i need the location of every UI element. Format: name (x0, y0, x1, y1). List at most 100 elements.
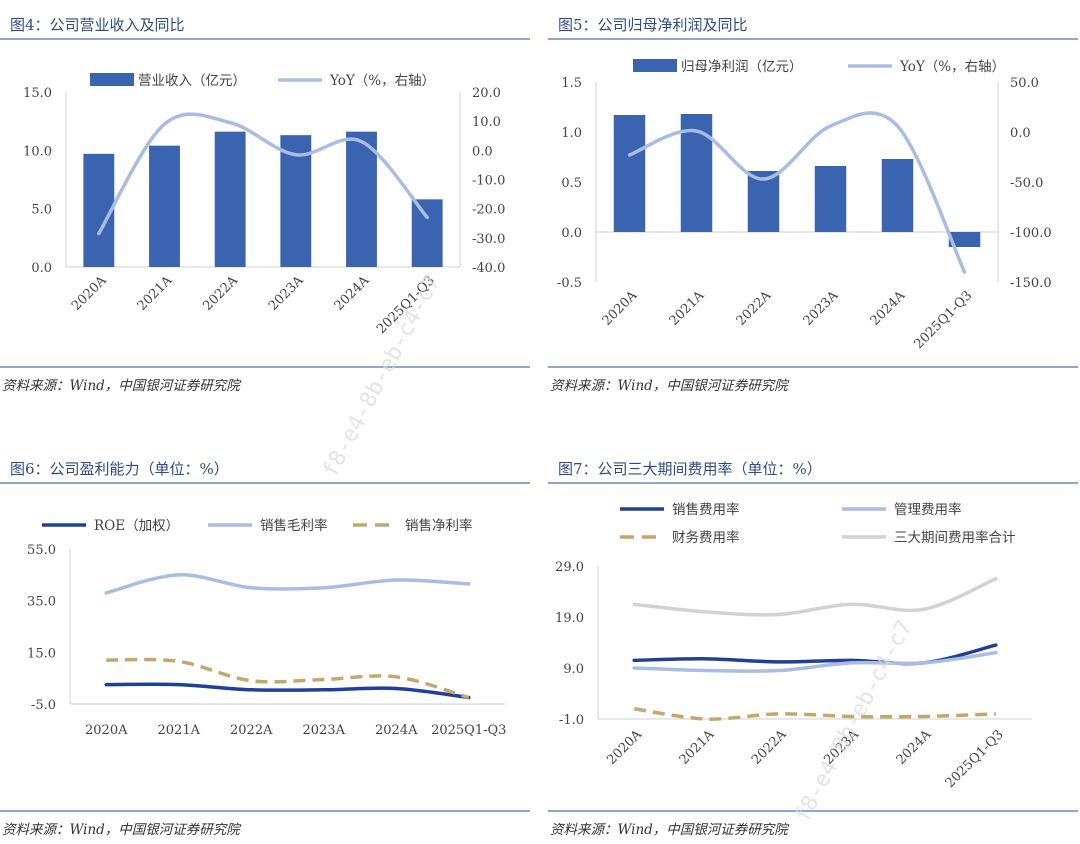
source-note: 资料来源：Wind，中国银河证券研究院 (2, 378, 240, 394)
series-line-1 (104, 682, 471, 700)
chart-revenue: 15.0 10.0 5.0 0.0 20.0 10.0 0.0 -10.0 -20.0 -30.0… (23, 73, 505, 337)
series-line-2 (632, 650, 998, 673)
x-tick-label: 2020A (600, 288, 641, 329)
x-tick-label: 2024A (375, 723, 418, 738)
x-tick-label: 2020A (604, 727, 645, 768)
y2-tick-label: 50.0 (1010, 76, 1039, 91)
y-tick-label: 29.0 (555, 560, 584, 575)
bar (881, 159, 914, 232)
legend-bar-swatch (90, 73, 134, 86)
legend-label: 销售费用率 (672, 501, 740, 518)
y-tick-label: 55.0 (27, 543, 56, 558)
y2-tick-label: -30.0 (472, 232, 505, 247)
x-tick-label: 2021A (135, 273, 176, 314)
x-tick-label: 2024A (894, 727, 935, 768)
y-tick-label: -1.0 (559, 713, 584, 728)
divider (0, 38, 530, 40)
y-tick-label: 10.0 (23, 144, 52, 159)
chart-panel-revenue: 图4：公司营业收入及同比 15.0 10.0 5.0 0.0 20.0 10.0 0.0 -1… (0, 0, 530, 400)
source-note: 资料来源：Wind，中国银河证券研究院 (550, 822, 788, 838)
y2-tick-label: 0.0 (1010, 126, 1031, 141)
bar (280, 135, 312, 267)
x-tick-label: 2023A (801, 288, 842, 329)
bar (346, 131, 377, 267)
x-tick-label: 2020A (85, 723, 128, 738)
x-tick-label: 2022A (200, 273, 241, 314)
y-tick-label: 19.0 (555, 611, 584, 626)
chart-profitability: 55.0 35.0 15.0 -5.0 ROE（加权） 销售毛利率 销售净利率 2020A 20… (27, 517, 506, 738)
divider (548, 482, 1078, 484)
y-tick-label: 35.0 (27, 595, 56, 610)
series-line-yoy (97, 112, 429, 236)
y2-tick-label: -10.0 (472, 174, 505, 189)
y-tick-label: 9.0 (563, 662, 584, 677)
x-tick-label: 2023A (303, 723, 346, 738)
y-tick-label: -0.5 (557, 276, 582, 291)
series-line-4 (632, 577, 998, 617)
x-tick-label: 2023A (266, 273, 307, 314)
bar (613, 115, 646, 232)
x-tick-label: 2025Q1-Q3 (911, 288, 975, 352)
series-line-3 (633, 707, 996, 721)
x-tick-label: 2020A (69, 273, 110, 314)
legend-label: 销售毛利率 (260, 517, 328, 534)
chart-panel-profitability: 图6：公司盈利能力（单位：%） 55.0 35.0 15.0 -5.0 ROE（加权） 销… (0, 444, 530, 844)
x-tick-label: 2021A (667, 288, 708, 329)
chart-title: 图4：公司营业收入及同比 (10, 16, 185, 34)
bar (411, 199, 443, 267)
x-tick-label: 2022A (230, 723, 273, 738)
y-tick-label: 15.0 (27, 646, 56, 661)
y-tick-label: 0.0 (31, 261, 52, 276)
series-line-3 (106, 657, 470, 700)
y-tick-label: 1.0 (561, 126, 582, 141)
legend-label: 归母净利润（亿元） (681, 58, 803, 75)
x-tick-label: 2022A (749, 727, 790, 768)
y-tick-label: -5.0 (31, 698, 56, 713)
series-line-2 (104, 573, 471, 595)
y-tick-label: 1.5 (561, 76, 582, 91)
x-tick-label: 2021A (677, 727, 718, 768)
legend-label: 财务费用率 (672, 529, 740, 546)
legend-label: 营业收入（亿元） (138, 73, 246, 89)
y2-tick-label: -40.0 (472, 261, 505, 276)
y-tick-label: 0.5 (561, 176, 582, 191)
bar (948, 232, 981, 247)
x-tick-label: 2025Q1-Q3 (431, 723, 506, 738)
chart-net-profit: 1.5 1.0 0.5 0.0 -0.5 50.0 0.0 -50.0 -100.0 -150.0… (557, 58, 1052, 352)
x-tick-label: 2024A (868, 288, 909, 329)
chart-panel-net-profit: 图5：公司归母净利润及同比 1.5 1.0 0.5 0.0 -0.5 50.0 0.0 -50… (548, 0, 1078, 400)
divider (548, 366, 1078, 368)
divider (0, 482, 530, 484)
x-tick-label: 2022A (734, 288, 775, 329)
bar (814, 166, 847, 232)
y2-tick-label: 10.0 (472, 115, 501, 130)
chart-title: 图6：公司盈利能力（单位：%） (10, 460, 229, 478)
legend-label: YoY（%，右轴） (329, 73, 435, 89)
divider (0, 366, 530, 368)
source-note: 资料来源：Wind，中国银河证券研究院 (550, 378, 788, 394)
series-line-yoy (627, 111, 967, 274)
legend-label: 三大期间费用率合计 (894, 529, 1016, 546)
divider (0, 810, 530, 812)
legend-label: 销售净利率 (405, 517, 473, 534)
legend-bar-swatch (633, 59, 677, 72)
y2-tick-label: 20.0 (472, 86, 501, 101)
y-tick-label: 5.0 (31, 203, 52, 218)
x-tick-label: 2024A (332, 273, 373, 314)
x-tick-label: 2021A (158, 723, 201, 738)
legend-label: ROE（加权） (94, 517, 179, 534)
bar (214, 131, 246, 267)
x-tick-label: 2025Q1-Q3 (943, 727, 1007, 791)
y2-tick-label: -150.0 (1010, 276, 1052, 291)
legend-label: YoY（%，右轴） (899, 59, 1005, 75)
chart-title: 图5：公司归母净利润及同比 (558, 16, 748, 34)
y2-tick-label: -50.0 (1010, 176, 1043, 191)
y-tick-label: 15.0 (23, 86, 52, 101)
y-tick-label: 0.0 (561, 226, 582, 241)
source-note: 资料来源：Wind，中国银河证券研究院 (2, 822, 240, 838)
y2-tick-label: -20.0 (472, 203, 505, 218)
divider (548, 38, 1078, 40)
y2-tick-label: 0.0 (472, 144, 493, 159)
legend-label: 管理费用率 (894, 501, 962, 518)
